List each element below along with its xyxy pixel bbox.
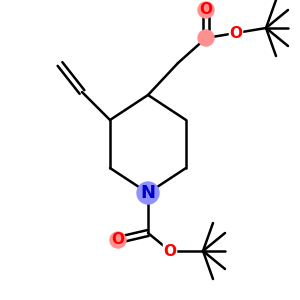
Circle shape — [198, 30, 214, 46]
Text: O: O — [200, 2, 212, 17]
Text: O: O — [164, 244, 176, 259]
Circle shape — [137, 182, 159, 204]
Circle shape — [198, 2, 214, 18]
Text: O: O — [230, 26, 242, 40]
Circle shape — [110, 232, 126, 248]
Text: N: N — [140, 184, 155, 202]
Text: O: O — [112, 232, 124, 247]
